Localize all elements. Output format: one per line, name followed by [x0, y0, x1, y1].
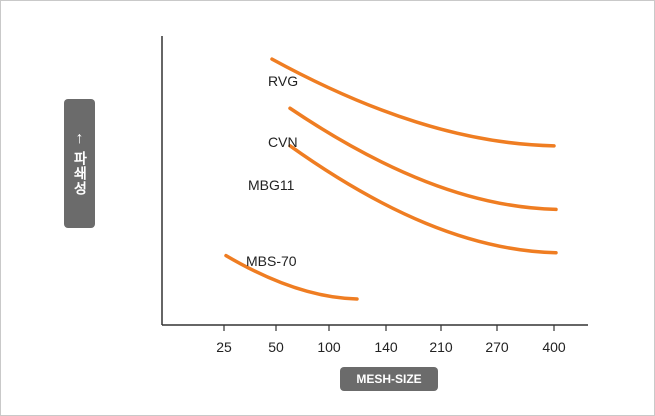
- series-line-mbs-70: [224, 253, 359, 301]
- up-arrow-icon: ↑: [75, 130, 84, 147]
- x-ticks: 25 50 100 140 210 270 400: [216, 325, 566, 355]
- series-lines: [224, 57, 558, 301]
- x-tick-label: 210: [429, 339, 453, 355]
- series-labels: RVG CVN MBG11 MBS-70: [246, 73, 298, 269]
- x-axis-label: MESH-SIZE: [340, 367, 438, 391]
- x-tick-label: 100: [317, 339, 341, 355]
- axes: [161, 36, 588, 326]
- x-tick-label: 140: [374, 339, 398, 355]
- x-tick-label: 50: [268, 339, 284, 355]
- series-label-cvn: CVN: [268, 134, 298, 150]
- series-line-cvn: [288, 106, 558, 212]
- series-label-mbg11: MBG11: [248, 177, 295, 193]
- x-tick-label: 270: [485, 339, 509, 355]
- series-label-mbs-70: MBS-70: [246, 253, 297, 269]
- series-label-rvg: RVG: [268, 73, 298, 89]
- x-tick-label: 400: [542, 339, 566, 355]
- y-axis-label-box: ↑ 파쇄성: [64, 99, 95, 228]
- y-axis-label: 파쇄성: [71, 151, 88, 196]
- series-line-rvg: [270, 57, 556, 148]
- x-tick-label: 25: [216, 339, 232, 355]
- series-line-mbg11: [288, 144, 558, 255]
